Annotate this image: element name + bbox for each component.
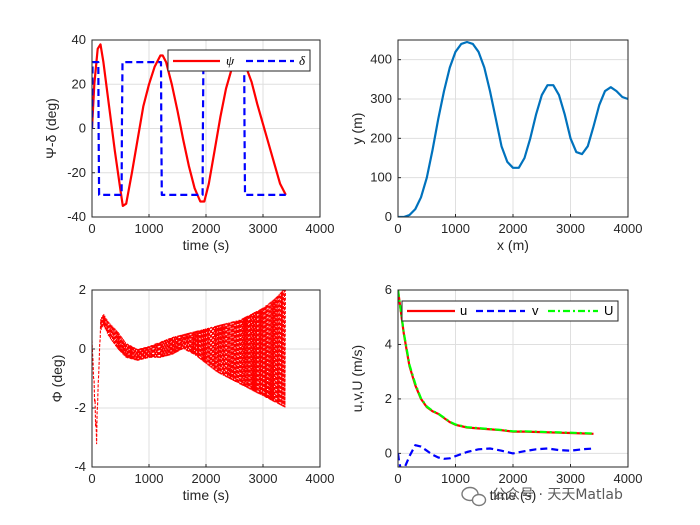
- x-tick-label: 4000: [614, 221, 643, 236]
- y-tick-label: 400: [370, 52, 392, 67]
- axes-box: [91, 39, 321, 218]
- y-tick-label: -4: [74, 459, 86, 474]
- series-line-data: [398, 40, 628, 217]
- y-tick-label: 20: [72, 76, 86, 91]
- y-tick-label: 2: [385, 391, 392, 406]
- y-tick-label: 300: [370, 91, 392, 106]
- x-tick-label: 2000: [499, 221, 528, 236]
- x-tick-label: 4000: [306, 471, 335, 486]
- x-tick-label: 0: [394, 471, 401, 486]
- x-tick-label: 0: [88, 221, 95, 236]
- y-tick-label: -40: [67, 209, 86, 224]
- x-tick-label: 3000: [556, 471, 585, 486]
- y-tick-label: 0: [385, 445, 392, 460]
- x-tick-label: 1000: [135, 221, 164, 236]
- legend-label-v: v: [532, 303, 539, 318]
- legend-box: [167, 49, 311, 72]
- y-tick-label: 0: [79, 341, 86, 356]
- x-tick-label: 2000: [192, 471, 221, 486]
- x-tick-label: 4000: [614, 471, 643, 486]
- chart-bottom-right: 0 1000 2000 3000 4000 6 4 2 0 time (s) u,v,U (m/s)…: [349, 282, 642, 503]
- y-tick-label: 0: [385, 209, 392, 224]
- x-tick-label: 3000: [249, 221, 278, 236]
- watermark: 公众号 · 天天Matlab: [461, 486, 623, 507]
- y-axis-label: u,v,U (m/s): [349, 345, 365, 412]
- x-tick-label: 4000: [306, 221, 335, 236]
- legend-label-psi: ψ: [226, 53, 235, 68]
- x-tick-label: 1000: [441, 471, 470, 486]
- x-axis-label: time (s): [183, 487, 230, 503]
- y-tick-label: 6: [385, 282, 392, 297]
- chart-top-left: 0 1000 2000 3000 4000 40 20 0 -20 -40 time (s) Ψ-δ …: [43, 32, 334, 253]
- legend-label-delta: δ: [299, 53, 306, 68]
- y-tick-label: 200: [370, 130, 392, 145]
- x-tick-label: 0: [88, 471, 95, 486]
- y-axis-label: Φ (deg): [49, 355, 65, 403]
- x-tick-label: 1000: [135, 471, 164, 486]
- wechat-icon: [461, 486, 487, 507]
- series-line-ψ: [92, 43, 287, 207]
- legend-label-u: u: [460, 303, 467, 318]
- x-tick-label: 2000: [192, 221, 221, 236]
- watermark-text: 公众号 · 天天Matlab: [492, 487, 623, 503]
- x-tick-label: 3000: [249, 471, 278, 486]
- axes-box: [91, 289, 321, 468]
- y-tick-label: 2: [79, 282, 86, 297]
- x-tick-label: 0: [394, 221, 401, 236]
- x-axis-label: time (s): [183, 237, 230, 253]
- chart-bottom-left: 0 1000 2000 3000 4000 2 0 -2 -4 time (s) Φ (deg): [49, 282, 334, 503]
- x-axis-label: time (s): [490, 487, 537, 503]
- axes-box: [397, 289, 629, 468]
- x-axis-label: x (m): [497, 237, 529, 253]
- y-tick-label: -2: [74, 400, 86, 415]
- series-line-phi-band: [92, 290, 286, 445]
- axes-box: [397, 39, 629, 218]
- series-line-v: [398, 444, 594, 467]
- y-tick-label: 4: [385, 336, 392, 351]
- y-axis-label: y (m): [349, 113, 365, 145]
- x-tick-label: 3000: [556, 221, 585, 236]
- x-tick-label: 2000: [499, 471, 528, 486]
- series-line-U: [398, 290, 594, 435]
- y-tick-label: -20: [67, 165, 86, 180]
- y-axis-label: Ψ-δ (deg): [43, 98, 59, 159]
- legend-label-U: U: [604, 303, 613, 318]
- y-tick-label: 0: [79, 121, 86, 136]
- y-tick-label: 100: [370, 170, 392, 185]
- y-tick-label: 40: [72, 32, 86, 47]
- x-tick-label: 1000: [441, 221, 470, 236]
